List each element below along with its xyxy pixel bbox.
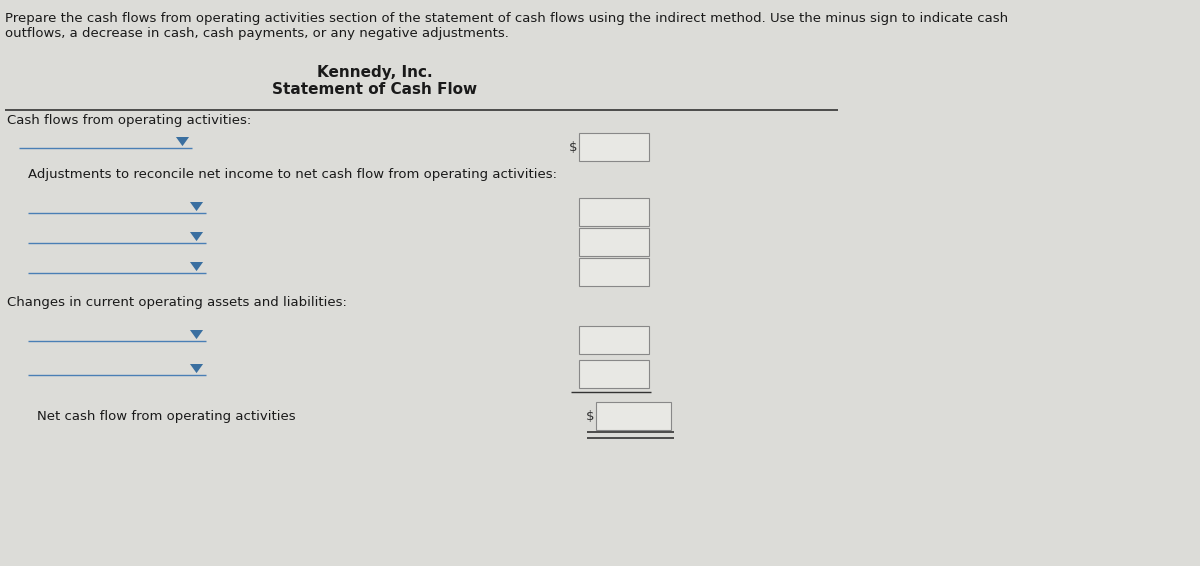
Text: Prepare the cash flows from operating activities section of the statement of cas: Prepare the cash flows from operating ac… bbox=[5, 12, 1008, 25]
Text: Adjustments to reconcile net income to net cash flow from operating activities:: Adjustments to reconcile net income to n… bbox=[28, 168, 557, 181]
Polygon shape bbox=[190, 330, 203, 339]
Text: outflows, a decrease in cash, cash payments, or any negative adjustments.: outflows, a decrease in cash, cash payme… bbox=[5, 27, 509, 40]
Text: Cash flows from operating activities:: Cash flows from operating activities: bbox=[7, 114, 252, 127]
Polygon shape bbox=[190, 202, 203, 211]
Text: Net cash flow from operating activities: Net cash flow from operating activities bbox=[37, 410, 296, 423]
Bar bbox=[580, 228, 649, 256]
Bar bbox=[580, 198, 649, 226]
Text: Changes in current operating assets and liabilities:: Changes in current operating assets and … bbox=[7, 296, 347, 309]
Text: Statement of Cash Flow: Statement of Cash Flow bbox=[271, 82, 476, 97]
Text: Kennedy, Inc.: Kennedy, Inc. bbox=[317, 65, 432, 80]
Bar bbox=[596, 402, 671, 430]
Polygon shape bbox=[176, 137, 190, 146]
Bar bbox=[580, 360, 649, 388]
Text: $: $ bbox=[586, 410, 594, 423]
Polygon shape bbox=[190, 232, 203, 241]
Bar bbox=[580, 258, 649, 286]
Polygon shape bbox=[190, 364, 203, 373]
Bar bbox=[580, 133, 649, 161]
Polygon shape bbox=[190, 262, 203, 271]
Bar bbox=[580, 326, 649, 354]
Text: $: $ bbox=[569, 141, 577, 154]
